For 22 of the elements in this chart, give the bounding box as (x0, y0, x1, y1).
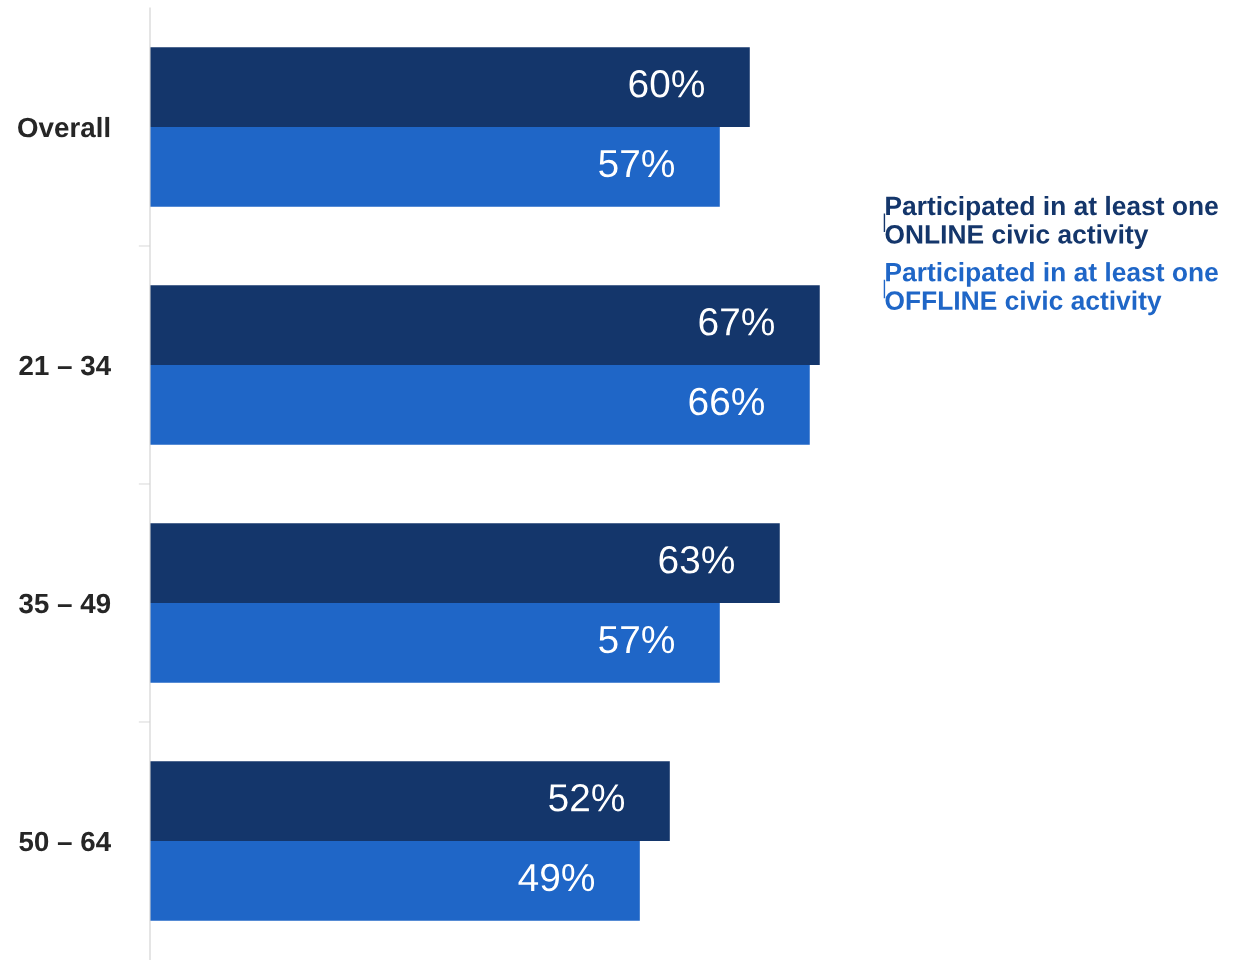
data-label: 52% (549, 784, 625, 812)
data-label: 63% (659, 546, 734, 574)
bar (150, 47, 750, 127)
bar (150, 285, 820, 365)
data-label: 67% (699, 308, 774, 336)
y-tick-label: Overall (18, 116, 110, 138)
data-label: 60% (629, 70, 705, 98)
bar (150, 523, 780, 603)
bar (150, 127, 720, 207)
y-tick-label: 35 – 49 (19, 593, 111, 614)
data-label: 49% (518, 863, 595, 892)
legend-label: Participated in at least one OFFLINE civic activity (885, 262, 1218, 316)
y-tick-label: 50 – 64 (19, 831, 111, 852)
bar (150, 761, 670, 841)
y-tick-label: 21 – 34 (19, 355, 111, 376)
bar (150, 603, 720, 683)
data-label: 66% (689, 387, 764, 416)
data-label: 57% (599, 625, 675, 654)
bar (150, 841, 640, 921)
data-label: 57% (599, 149, 675, 178)
legend-label: Participated in at least one ONLINE civic activity (885, 195, 1218, 249)
bar (150, 365, 810, 445)
